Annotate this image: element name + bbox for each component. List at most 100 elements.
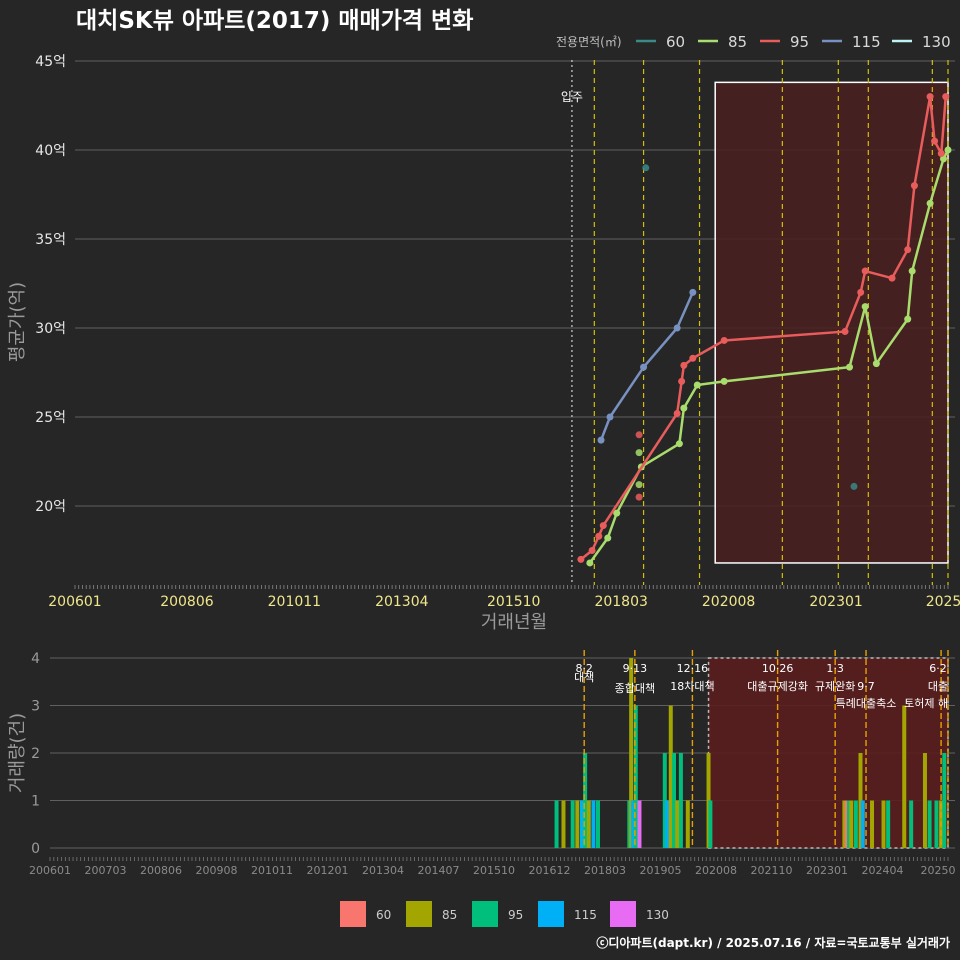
bottom-legend-swatch-115: [538, 901, 564, 927]
top-x-tick-label: 201011: [268, 594, 321, 610]
bottom-x-tick-label: 202301: [806, 864, 848, 877]
volume-bar-85: [902, 705, 907, 848]
data-point-85: [940, 155, 948, 163]
event-date-label: 12·16: [677, 662, 709, 675]
volume-bar-95: [909, 800, 914, 848]
top-x-tick-label: 200601: [48, 594, 101, 610]
legend-title: 전용면적(㎡): [556, 35, 622, 49]
volume-bar-85: [675, 800, 680, 848]
data-point-85: [693, 381, 701, 389]
event-date-label: 9·13: [623, 662, 648, 675]
volume-bar-115: [591, 800, 596, 848]
data-point-95: [635, 493, 643, 501]
top-y-tick-label: 25억: [35, 410, 66, 426]
data-point-85: [944, 146, 952, 154]
data-point-95: [888, 274, 896, 282]
data-point-95: [857, 288, 865, 296]
data-point-85: [926, 199, 934, 207]
data-point-95: [588, 547, 596, 554]
data-point-85: [846, 363, 854, 371]
event-date-label: 6·2: [929, 662, 947, 675]
top-legend: 60 85 95 115 130: [636, 33, 951, 51]
volume-bar-85: [629, 658, 634, 848]
volume-bar-115: [665, 800, 670, 848]
event-date-label: 8·2: [575, 662, 593, 675]
bottom-legend-swatch-130: [610, 901, 636, 927]
legend-label-85: 85: [728, 33, 747, 51]
data-point-85: [720, 377, 728, 385]
top-x-tick-label: 200806: [160, 594, 214, 610]
bottom-x-tick-label: 202008: [695, 864, 737, 877]
data-point-95: [720, 336, 728, 344]
event-date-label: 10·26: [762, 662, 794, 675]
credit-text: ⓒ디아파트(dapt.kr) / 2025.07.16 / 자료=국토교통부 실…: [596, 935, 950, 950]
bottom-legend-swatch-85: [406, 901, 432, 927]
volume-bar-85: [881, 800, 886, 848]
bottom-y-tick-label: 1: [31, 794, 40, 810]
data-point-85: [861, 303, 869, 311]
top-y-axis-title: 평균가(억): [7, 282, 28, 362]
bottom-x-tick-label: 201905: [640, 864, 682, 877]
data-point-115: [673, 324, 681, 332]
data-point-95: [926, 93, 934, 101]
volume-bar-85: [842, 800, 847, 848]
top-y-tick-label: 20억: [35, 499, 66, 515]
data-point-60: [642, 164, 650, 172]
data-point-85: [680, 404, 688, 412]
top-x-tick-label: 201510: [487, 594, 540, 610]
bottom-x-tick-label: 201407: [418, 864, 460, 877]
top-x-tick-label: 202008: [702, 594, 755, 610]
volume-bar-60: [844, 800, 849, 848]
volume-bar-115: [860, 800, 865, 848]
event-date-label: 9·7: [857, 680, 875, 693]
volume-bar-95: [678, 753, 683, 848]
volume-bar-85: [922, 753, 927, 848]
bottom-legend-label-85: 85: [442, 908, 457, 922]
event-name-label: 특례대출축소: [836, 697, 897, 710]
event-name-label: 규제완화: [815, 680, 855, 693]
volume-bar-95: [583, 753, 588, 848]
bottom-x-tick-label: 201612: [529, 864, 571, 877]
top-x-tick-label: 202301: [809, 594, 862, 610]
bottom-panel: 0 1 2 3 4 8·2대책 9·13 종합대책 12·16 18차대책 10·26 대출규제강화 1…: [29, 650, 956, 877]
bottom-y-axis-title: 거래량(건): [7, 713, 28, 793]
bottom-legend-label-130: 130: [646, 908, 669, 922]
volume-bar-85: [858, 753, 863, 848]
bottom-y-tick-label: 4: [31, 651, 40, 667]
data-point-85: [635, 449, 643, 457]
highlight-period-box: [714, 81, 949, 564]
event-name-label: 토허제 해: [904, 696, 948, 710]
event-name-label: 대출규제강화: [747, 680, 808, 693]
event-name-label: 대출: [928, 680, 948, 693]
bottom-x-tick-label: 202110: [751, 864, 793, 877]
legend-label-115: 115: [852, 33, 881, 51]
bottom-x-tick-label: 201011: [251, 864, 293, 877]
bottom-x-tick-label: 200908: [196, 864, 238, 877]
event-name-label: 종합대책: [615, 682, 655, 695]
data-point-85: [604, 534, 612, 542]
volume-bar-95: [886, 800, 891, 848]
data-point-95: [678, 377, 686, 385]
volume-bar-95: [570, 800, 575, 848]
top-y-tick-label: 30억: [35, 321, 66, 337]
bottom-x-tick-label: 200703: [85, 864, 127, 877]
series-line-85: [588, 149, 950, 564]
volume-bar-95: [927, 800, 932, 848]
event-name-label: 18차대책: [670, 680, 714, 693]
data-point-85: [635, 481, 643, 489]
volume-bar-85: [870, 800, 875, 848]
event-name-label: 대책: [574, 671, 594, 684]
data-point-95: [904, 246, 912, 254]
volume-bar-95: [942, 753, 947, 848]
data-point-95: [673, 409, 681, 417]
occupancy-label: 입주: [561, 90, 583, 104]
data-point-85: [908, 267, 916, 275]
bottom-x-tick-label: 200601: [29, 864, 71, 877]
data-point-95: [910, 182, 918, 190]
volume-bar-95: [554, 800, 559, 848]
data-point-95: [595, 532, 603, 540]
top-x-tick-label: 2025: [926, 594, 960, 610]
data-point-95: [577, 555, 585, 563]
data-point-115: [689, 288, 697, 296]
